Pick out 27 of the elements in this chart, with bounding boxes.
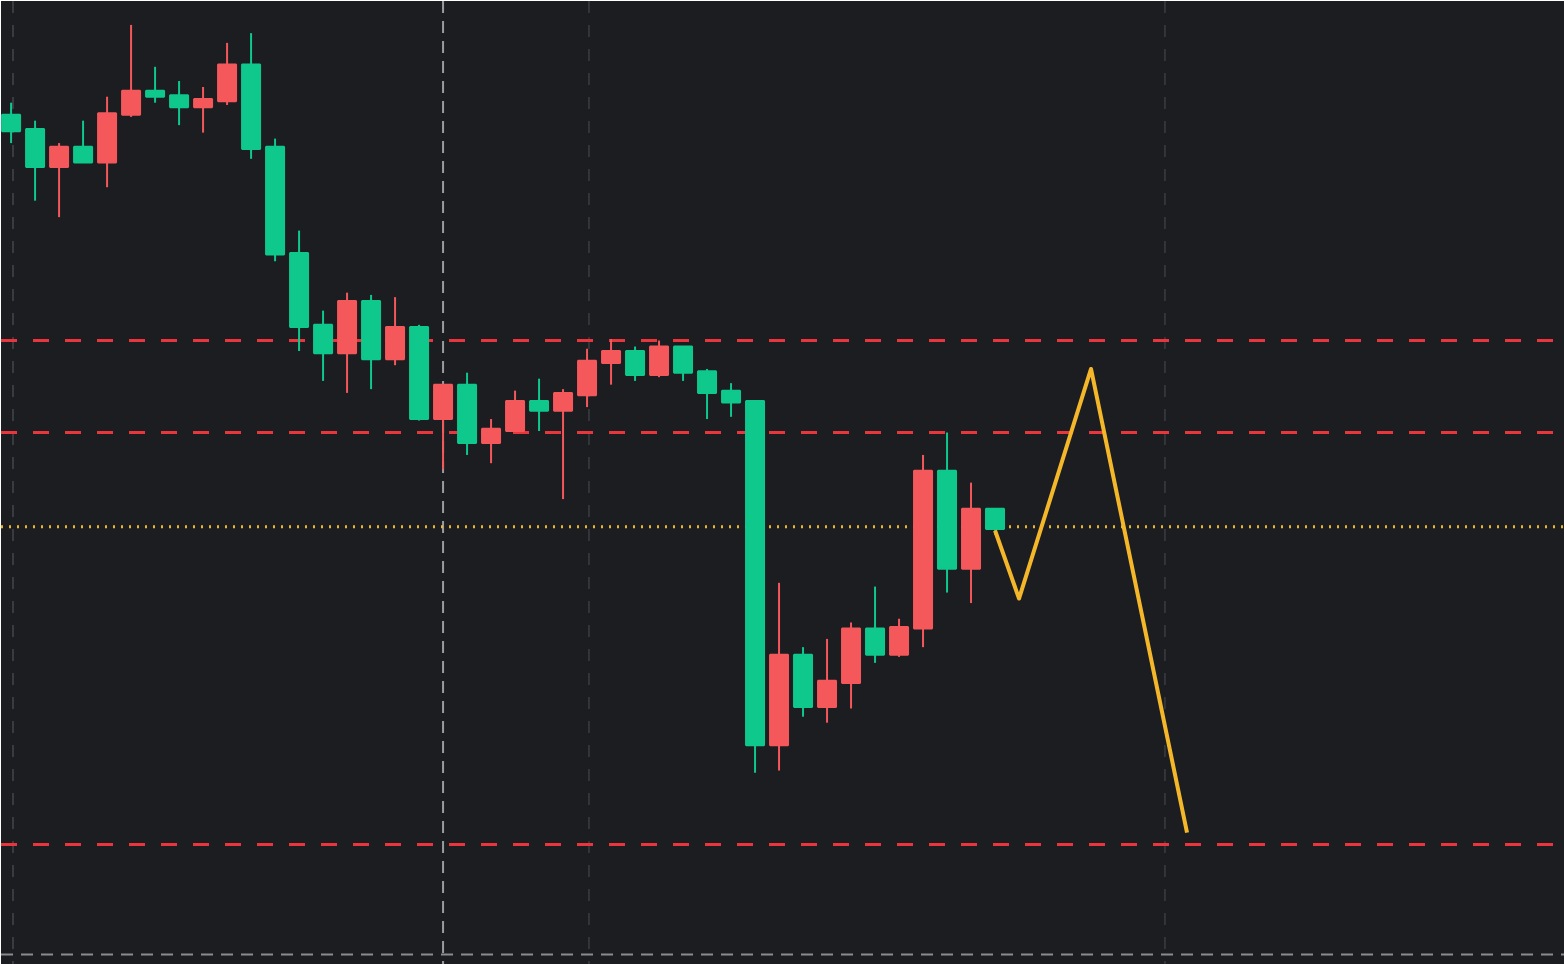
candlestick [505,389,526,433]
candlestick [121,23,142,118]
candlestick [529,377,550,433]
candlestick [601,338,622,386]
candlestick [433,383,454,471]
candlestick [553,388,574,501]
candlestick [313,309,334,382]
candlestick [481,418,502,465]
candlestick [25,119,46,202]
candlestick [649,339,670,379]
candlestick [673,345,694,382]
candlestick [817,637,838,724]
candlestick [49,142,70,219]
candlestick [217,41,238,106]
candlestick [385,296,406,367]
candlestick [1,101,22,145]
candlestick [625,345,646,382]
candlestick [985,507,1006,536]
candlestick [889,617,910,658]
candlestick [697,367,718,421]
candlestick [169,80,190,127]
candlestick [865,585,886,664]
candlestick [193,86,214,134]
candlestick [577,347,598,409]
candlestick [721,382,742,418]
candlestick [73,119,94,164]
candlestick [145,65,166,104]
